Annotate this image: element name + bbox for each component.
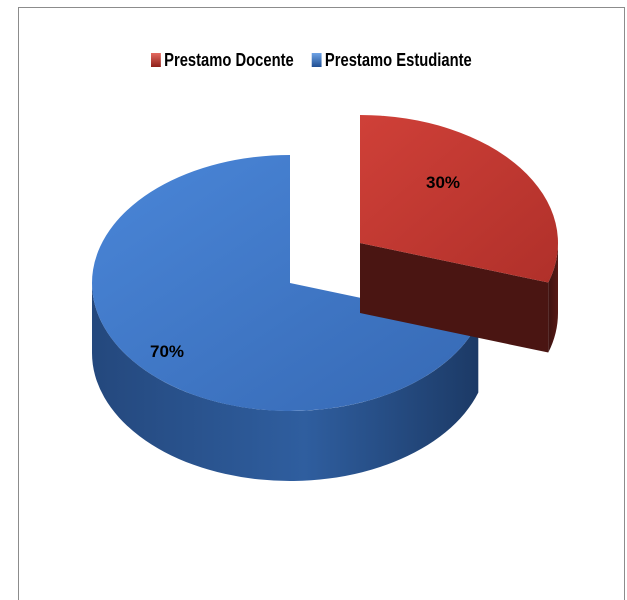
legend-swatch-docente — [151, 53, 161, 67]
chart-legend: Prestamo Docente Prestamo Estudiante — [151, 48, 472, 72]
data-label-estudiante: 70% — [150, 342, 184, 361]
slice-side-estudiante — [92, 283, 479, 482]
legend-item-estudiante: Prestamo Estudiante — [311, 49, 472, 71]
legend-label-estudiante: Prestamo Estudiante — [324, 49, 472, 70]
data-label-docente: 30% — [426, 173, 460, 192]
legend-item-docente: Prestamo Docente — [151, 50, 294, 71]
slice-side-docente — [548, 243, 559, 353]
slice-top-docente — [360, 115, 558, 283]
legend-label-docente: Prestamo Docente — [164, 49, 294, 70]
legend-swatch-estudiante — [311, 53, 322, 67]
slice-top-estudiante — [92, 155, 479, 411]
slice-wall-docente — [360, 243, 549, 353]
